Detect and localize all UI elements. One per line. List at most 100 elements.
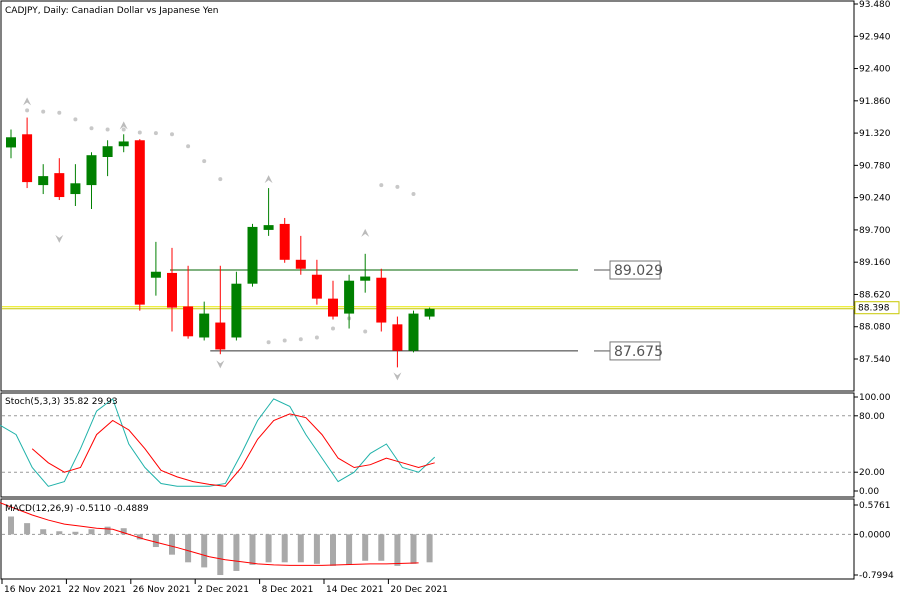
stoch-tick-label: 100.00 xyxy=(859,393,891,403)
sar-point xyxy=(170,132,174,137)
sar-point xyxy=(41,109,46,114)
sar-point xyxy=(298,337,303,342)
price-tick-label: 91.320 xyxy=(859,129,891,139)
fractal-up-arrow xyxy=(119,121,128,130)
candle-body xyxy=(392,324,403,351)
price-tick-label: 91.860 xyxy=(859,97,891,107)
price-tick-label: 92.940 xyxy=(859,32,891,42)
sar-point xyxy=(395,184,400,189)
macd-hist-bar xyxy=(120,528,127,535)
macd-hist-bar xyxy=(201,534,208,568)
macd-hist-bar xyxy=(40,529,47,535)
candle-body xyxy=(247,226,258,284)
macd-hist-bar xyxy=(297,534,304,563)
macd-hist-bar xyxy=(169,534,175,555)
candle-body xyxy=(150,271,161,278)
fractal-up-arrow xyxy=(23,97,32,106)
stoch-tick-label: 0.00 xyxy=(859,487,879,497)
sar-point xyxy=(282,338,287,343)
price-axis: 93.480 92.940 92.400 91.860 91.320 90.780 90.2… xyxy=(854,0,900,581)
price-tick-label: 89.700 xyxy=(859,226,891,236)
sar-point xyxy=(202,159,207,164)
macd-tick-label: 0.5761 xyxy=(859,501,891,511)
stoch-tick-label: 80.00 xyxy=(859,412,885,422)
stoch-pane-frame[interactable] xyxy=(0,392,855,498)
candle-body xyxy=(279,223,290,260)
candle-body xyxy=(376,277,387,323)
date-tick-label: 2 Dec 2021 xyxy=(197,585,249,595)
macd-hist-bar xyxy=(410,534,417,564)
macd-hist-bar xyxy=(362,534,369,561)
macd-hist-bar xyxy=(8,516,14,535)
sar-point xyxy=(73,117,78,122)
macd-pane xyxy=(0,502,854,576)
macd-hist-bar xyxy=(56,531,63,535)
stoch-pane xyxy=(0,398,854,487)
fractal-down-arrow xyxy=(55,234,64,243)
candle-body xyxy=(183,306,194,337)
stoch-label: Stoch(5,3,3) 35.82 29.93 xyxy=(5,397,118,407)
candle-body xyxy=(215,322,226,350)
candle-body xyxy=(231,283,242,338)
price-tick-label: 89.160 xyxy=(859,258,891,268)
sar-point xyxy=(89,126,94,131)
sar-point xyxy=(379,183,384,188)
candle-body xyxy=(6,137,16,148)
level-label-box xyxy=(609,260,661,280)
level-label: 89.029 xyxy=(614,263,663,279)
sar-point xyxy=(153,131,158,136)
candle-body xyxy=(199,313,210,338)
candle-body xyxy=(263,225,274,230)
sar-point xyxy=(137,130,142,135)
macd-hist-bar xyxy=(88,529,95,535)
current-price-box xyxy=(854,301,900,315)
candle-body xyxy=(424,308,435,317)
candle-body xyxy=(102,146,113,157)
macd-hist-bar xyxy=(281,534,288,563)
macd-hist-bar xyxy=(265,534,272,563)
macd-signal-line xyxy=(0,502,419,566)
stoch-signal-line xyxy=(31,413,435,487)
macd-tick-label: -0.7994 xyxy=(859,571,894,581)
sar-point xyxy=(186,144,191,149)
main-pane-frame[interactable] xyxy=(0,0,855,392)
sar-point xyxy=(266,340,271,345)
macd-hist-bar xyxy=(249,534,256,565)
level-label-box xyxy=(609,341,661,361)
macd-hist-bar xyxy=(72,531,79,535)
macd-hist-bar xyxy=(185,534,192,563)
sar-point xyxy=(25,108,30,113)
fractal-down-arrow xyxy=(216,360,225,369)
macd-hist-bar xyxy=(426,534,433,563)
date-tick-label: 8 Dec 2021 xyxy=(262,585,314,595)
date-tick-label: 26 Nov 2021 xyxy=(133,585,191,595)
price-tick-label: 88.080 xyxy=(859,323,891,333)
price-tick-label: 92.400 xyxy=(859,65,891,75)
date-tick-label: 22 Nov 2021 xyxy=(68,585,126,595)
candle-body xyxy=(408,313,419,351)
price-tick-label: 90.780 xyxy=(859,161,891,171)
macd-hist-bar xyxy=(217,534,224,576)
candle-body xyxy=(167,272,177,308)
macd-hist-bar xyxy=(152,534,159,548)
candle-body xyxy=(38,176,49,186)
fractal-up-arrow xyxy=(264,175,273,184)
price-tick-label: 87.540 xyxy=(859,355,891,365)
candle-body xyxy=(134,140,145,305)
sar-point xyxy=(121,127,126,132)
stoch-tick-label: 20.00 xyxy=(859,468,885,478)
current-price-label: 88.398 xyxy=(858,304,890,314)
macd-hist-bar xyxy=(378,534,385,561)
candle-body xyxy=(328,298,338,317)
macd-hist-bar xyxy=(346,534,353,565)
macd-hist-bar xyxy=(233,534,240,571)
sar-point xyxy=(363,329,368,334)
macd-hist-bar xyxy=(330,534,336,566)
macd-hist-bar xyxy=(24,523,31,535)
price-tick-label: 90.240 xyxy=(859,194,891,204)
candle-body xyxy=(54,173,65,198)
sar-point xyxy=(57,110,62,115)
candle-body xyxy=(70,183,81,195)
